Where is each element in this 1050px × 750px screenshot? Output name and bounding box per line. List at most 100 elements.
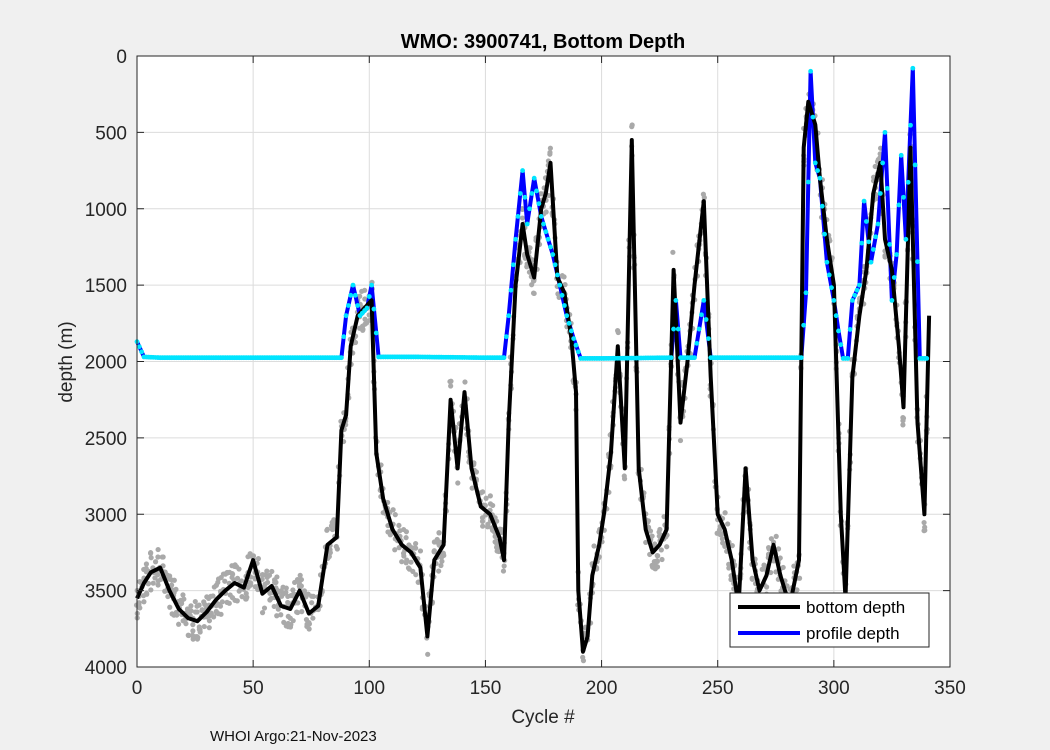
bottom-depth-point (591, 543, 597, 549)
bottom-depth-point (410, 568, 416, 574)
bottom-depth-point (561, 274, 567, 280)
bottom-depth-point (180, 592, 186, 598)
bottom-depth-point (202, 601, 208, 608)
profile-depth-point (668, 355, 674, 361)
profile-depth-point (510, 262, 516, 268)
profile-depth-point (696, 326, 702, 332)
bottom-depth-point (900, 415, 907, 421)
profile-depth-point (508, 287, 514, 293)
profile-depth-point (833, 313, 839, 319)
profile-depth-point (884, 185, 890, 191)
bottom-depth-point (196, 626, 202, 633)
bottom-depth-point (413, 540, 419, 547)
profile-depth-point (350, 282, 356, 288)
bottom-depth-point (777, 555, 783, 561)
bottom-depth-point (448, 378, 454, 384)
bottom-depth-point (183, 621, 189, 627)
profile-depth-point (692, 355, 697, 361)
bottom-depth-point (448, 383, 454, 389)
profile-depth-point (568, 328, 574, 334)
bottom-depth-point (413, 572, 419, 578)
bottom-depth-point (726, 565, 732, 571)
bottom-depth-point (652, 541, 658, 547)
bottom-depth-point (274, 574, 280, 580)
bottom-depth-point (145, 581, 151, 587)
bottom-depth-point (439, 558, 445, 564)
profile-depth-point (573, 342, 579, 348)
bottom-depth-point (487, 493, 493, 499)
profile-depth-point (706, 336, 711, 341)
chart-title: WMO: 3900741, Bottom Depth (401, 31, 685, 53)
profile-depth-point (854, 287, 860, 293)
profile-depth-point (859, 240, 865, 246)
profile-depth-point (562, 303, 567, 308)
profile-depth-point (348, 292, 354, 298)
bottom-depth-point (199, 607, 205, 613)
bottom-depth-point (654, 558, 660, 565)
bottom-depth-point (621, 476, 628, 482)
profile-depth-point (891, 275, 897, 280)
bottom-depth-point (362, 287, 368, 293)
profile-depth-point (836, 328, 841, 334)
bottom-depth-point (327, 550, 333, 556)
bottom-depth-point (357, 293, 363, 299)
bottom-depth-point (143, 590, 150, 596)
profile-depth-point (559, 292, 565, 298)
bottom-depth-point (169, 582, 175, 588)
bottom-depth-point (264, 579, 271, 586)
legend-label-bottom-depth: bottom depth (806, 598, 905, 617)
bottom-depth-point (141, 599, 147, 605)
bottom-depth-point (211, 614, 217, 620)
profile-depth-point (515, 213, 521, 219)
bottom-depth-point (431, 548, 437, 554)
bottom-depth-point (301, 588, 308, 594)
profile-depth-point (538, 213, 544, 219)
bottom-depth-point (629, 122, 635, 128)
profile-depth-point (826, 272, 832, 278)
bottom-depth-point (615, 329, 621, 336)
profile-depth-point (831, 298, 837, 303)
profile-depth-point (566, 320, 572, 326)
profile-depth-point (877, 191, 883, 196)
profile-depth-point (555, 272, 560, 278)
bottom-depth-point (922, 527, 928, 533)
bottom-depth-point (143, 561, 150, 567)
bottom-depth-point (165, 593, 171, 600)
profile-depth-point (531, 175, 537, 181)
profile-depth-point (139, 349, 145, 355)
bottom-depth-point (188, 603, 194, 609)
x-tick-label: 250 (702, 678, 734, 699)
bottom-depth-point (645, 518, 652, 524)
profile-depth-point (829, 285, 834, 291)
bottom-depth-point (196, 602, 202, 608)
bottom-depth-point (654, 564, 661, 570)
bottom-depth-point (278, 612, 284, 618)
profile-depth-point (905, 179, 911, 185)
bottom-depth-point (155, 546, 161, 553)
bottom-depth-point (298, 583, 304, 589)
bottom-depth-point (236, 566, 242, 572)
profile-depth-point (520, 168, 525, 173)
bottom-depth-point (298, 576, 305, 583)
profile-depth-point (543, 229, 549, 235)
bottom-depth-point (775, 546, 782, 552)
bottom-depth-point (275, 606, 281, 612)
bottom-depth-point (215, 579, 221, 585)
bottom-depth-point (167, 604, 173, 610)
bottom-depth-point (210, 593, 216, 599)
profile-depth-point (803, 290, 809, 296)
bottom-depth-point (725, 521, 731, 527)
profile-depth-point (541, 221, 546, 227)
bottom-depth-point (266, 572, 273, 578)
bottom-depth-point (900, 422, 906, 428)
profile-depth-point (912, 162, 918, 168)
bottom-depth-point (399, 559, 405, 565)
y-tick-label: 2000 (85, 353, 127, 374)
bottom-depth-point (234, 575, 241, 581)
bottom-depth-point (148, 550, 154, 556)
profile-depth-point (801, 322, 807, 328)
bottom-depth-point (234, 598, 240, 604)
y-tick-label: 4000 (85, 658, 127, 679)
bottom-depth-point (152, 559, 159, 565)
profile-depth-point (571, 336, 577, 341)
